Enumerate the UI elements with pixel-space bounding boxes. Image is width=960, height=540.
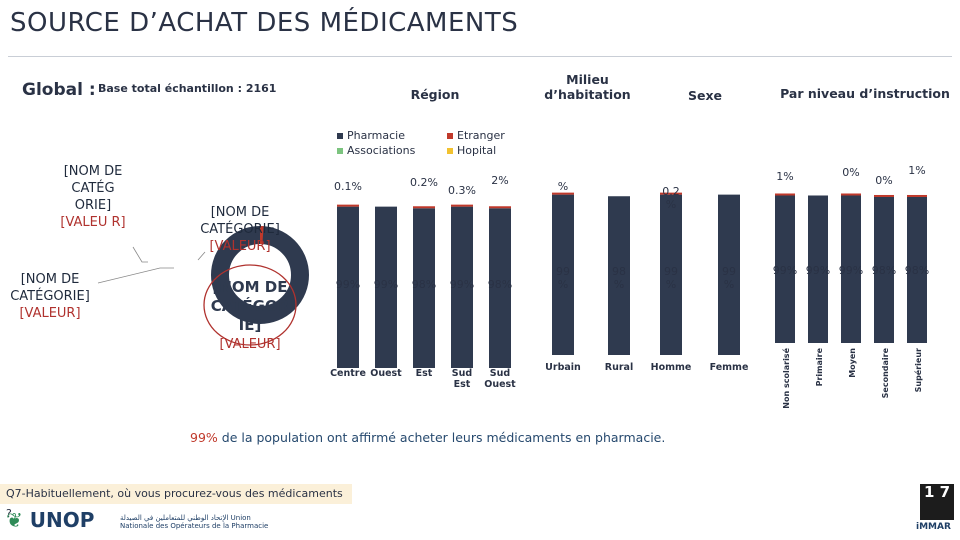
bar-etranger-1-0 bbox=[552, 192, 574, 195]
bar-pharmacie-0-1 bbox=[375, 206, 397, 368]
legend-item-etranger: Etranger bbox=[447, 129, 505, 142]
bar-etranger-3-2 bbox=[841, 193, 861, 196]
category-label: Sud Ouest bbox=[484, 368, 516, 390]
bar-pharmacie-3-2 bbox=[841, 195, 861, 343]
bar-etranger-0-4 bbox=[489, 206, 511, 209]
bar-top-label: 2% bbox=[491, 174, 508, 187]
category-label: Rural bbox=[605, 362, 633, 373]
category-label: Moyen bbox=[848, 348, 857, 378]
donut-label-1: [NOM DE CATÉG ORIE] [VALEU R] bbox=[60, 164, 126, 230]
donut-label-4: [NOM DE CATÉGOR IE] [VALEUR] bbox=[210, 278, 290, 352]
bar-pharmacie-0-0 bbox=[337, 206, 359, 368]
category-label: Non scolarisé bbox=[781, 347, 791, 408]
legend-swatch bbox=[337, 148, 343, 154]
sexe-section-title: Sexe bbox=[687, 88, 723, 103]
legend-swatch bbox=[337, 133, 343, 139]
bar-value-label: 99% bbox=[839, 264, 863, 277]
bar-top-label: % bbox=[558, 180, 568, 193]
bar-top-label: 0% bbox=[842, 166, 859, 179]
legend-swatch bbox=[447, 133, 453, 139]
legend-item-pharmacie: Pharmacie bbox=[337, 129, 405, 142]
immar-logo: iMMAR bbox=[916, 522, 951, 532]
title-divider bbox=[8, 56, 952, 57]
bar-value-label: 98% bbox=[905, 264, 929, 277]
bar-value-label: 98% bbox=[488, 278, 512, 291]
bar-etranger-2-0 bbox=[660, 192, 682, 195]
bar-top-label: 0.1% bbox=[334, 180, 362, 193]
niveau-section-title: Par niveau d’instruction bbox=[780, 86, 950, 101]
leaf-icon: ❦ bbox=[6, 508, 23, 532]
legend-item-associations: Associations bbox=[337, 144, 415, 157]
category-label: Ouest bbox=[370, 368, 402, 379]
bar-value-label: 99% bbox=[450, 278, 474, 291]
bar-value-label: 99% bbox=[556, 265, 570, 291]
bar-top-label: 0% bbox=[875, 174, 892, 187]
bar-pharmacie-0-4 bbox=[489, 208, 511, 368]
category-label: Primaire bbox=[815, 347, 824, 386]
region-section-title: Région bbox=[410, 87, 460, 102]
page-title: SOURCE D’ACHAT DES MÉDICAMENTS bbox=[10, 8, 519, 38]
leader-line bbox=[132, 246, 148, 263]
category-label: Urbain bbox=[545, 362, 581, 373]
bar-value-label: 99% bbox=[374, 278, 398, 291]
bar-etranger-3-3 bbox=[874, 194, 894, 197]
survey-question: Q7-Habituellement, où vous procurez-vous… bbox=[0, 484, 352, 520]
milieu-section-title: Milieu d’habitation bbox=[544, 72, 631, 102]
bar-pharmacie-3-4 bbox=[907, 196, 927, 343]
bar-value-label: 99% bbox=[336, 278, 360, 291]
leader-line bbox=[97, 267, 174, 284]
bar-top-label: 0.2% bbox=[662, 185, 680, 211]
highlight-circle bbox=[203, 264, 297, 346]
bar-value-label: 99% bbox=[773, 264, 797, 277]
legend-swatch bbox=[447, 148, 453, 154]
bar-top-label: 0.3% bbox=[448, 184, 476, 197]
unop-logo-subtitle: الإتحاد الوطني للمتعاملين في الصيدلة Uni… bbox=[120, 514, 269, 530]
bar-etranger-0-2 bbox=[413, 206, 435, 209]
category-label: Sud Est bbox=[452, 368, 472, 390]
bar-etranger-0-0 bbox=[337, 204, 359, 207]
unop-logo: ❦ UNOP bbox=[6, 508, 95, 532]
bar-top-label: 1% bbox=[908, 164, 925, 177]
bar-charts: 99% 0.1% Centre 99% Ouest 98% 0.2% Est 99% 0.3% Su… bbox=[330, 164, 929, 409]
bar-pharmacie-3-0 bbox=[775, 195, 795, 343]
bar-top-label: 0.2% bbox=[410, 176, 438, 189]
bar-etranger-0-3 bbox=[451, 204, 473, 207]
sample-size-label: Base total échantillon : 2161 bbox=[98, 82, 277, 95]
category-label: Homme bbox=[651, 362, 692, 373]
category-label: Secondaire bbox=[881, 347, 890, 398]
category-label: Femme bbox=[710, 362, 749, 373]
bar-pharmacie-1-0 bbox=[552, 194, 574, 355]
key-statement: 99% de la population ont affirmé acheter… bbox=[190, 430, 666, 445]
category-label: Supérieur bbox=[913, 348, 923, 392]
donut-leader-lines bbox=[97, 246, 297, 346]
bar-pharmacie-0-3 bbox=[451, 206, 473, 368]
legend-item-hopital: Hopital bbox=[447, 144, 496, 157]
bar-value-label: 98% bbox=[872, 264, 896, 277]
bar-value-label: 99% bbox=[806, 264, 830, 277]
bar-pharmacie-3-1 bbox=[808, 195, 828, 343]
donut-label-3: [NOM DE CATÉGORIE] [VALEUR] bbox=[200, 205, 280, 254]
category-label: Est bbox=[416, 368, 433, 379]
category-label: Centre bbox=[330, 368, 366, 379]
bar-top-label: 1% bbox=[776, 170, 793, 183]
bar-value-label: 99% bbox=[664, 265, 678, 291]
bar-value-label: 98% bbox=[412, 278, 436, 291]
page-number: 1 7 bbox=[920, 484, 954, 520]
donut-label-2: [NOM DE CATÉGORIE] [VALEUR] bbox=[10, 272, 90, 321]
global-label: Global : bbox=[22, 80, 96, 100]
bar-etranger-3-0 bbox=[775, 193, 795, 196]
leader-line bbox=[197, 251, 206, 261]
bar-pharmacie-3-3 bbox=[874, 196, 894, 343]
bar-etranger-3-4 bbox=[907, 194, 927, 197]
bar-pharmacie-2-1 bbox=[718, 194, 740, 355]
bar-pharmacie-0-2 bbox=[413, 208, 435, 368]
bar-value-label: 98% bbox=[612, 265, 626, 291]
bar-value-label: 99% bbox=[722, 265, 736, 291]
bar-pharmacie-2-0 bbox=[660, 194, 682, 355]
bar-pharmacie-1-1 bbox=[608, 196, 630, 355]
